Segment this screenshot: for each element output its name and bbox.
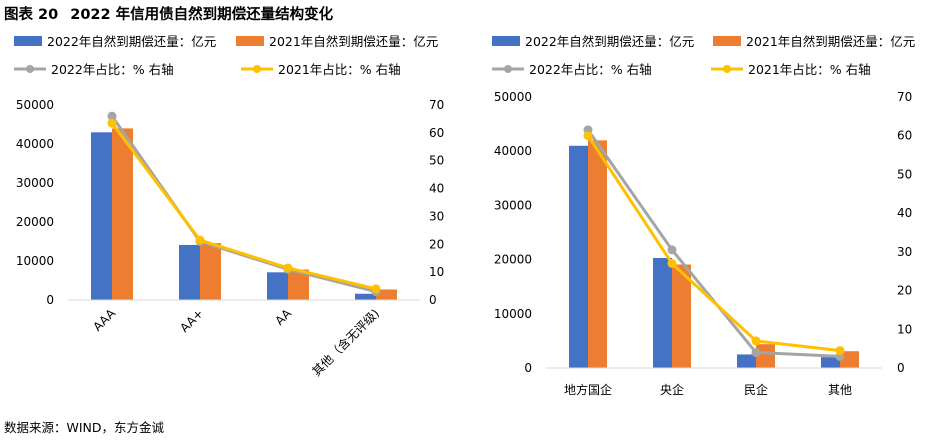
line-2021 — [110, 121, 378, 291]
point-2021 — [195, 235, 205, 245]
x-tick-label: 地方国企 — [564, 382, 612, 397]
x-tick-label: 民企 — [744, 382, 768, 397]
legend-swatch-bar — [14, 36, 42, 46]
legend-label: 2021年占比：% 右轴 — [748, 62, 871, 77]
bar-2022 — [91, 132, 112, 300]
legend-label: 2021年自然到期偿还量：亿元 — [269, 34, 438, 49]
bar-2022 — [821, 357, 840, 368]
point-2021 — [107, 118, 117, 128]
legend-label: 2021年自然到期偿还量：亿元 — [746, 34, 915, 49]
y2-tick-label: 10 — [429, 265, 444, 279]
y2-tick-label: 20 — [897, 284, 912, 298]
y2-tick-label: 60 — [897, 129, 912, 143]
legend-swatch-marker — [504, 65, 512, 73]
bar-2021 — [840, 351, 859, 368]
line-2022 — [110, 114, 378, 294]
point-2021 — [667, 258, 677, 268]
legend-label: 2021年占比：% 右轴 — [278, 62, 401, 77]
point-2021 — [835, 346, 845, 356]
legend-swatch-bar — [236, 36, 264, 46]
y2-tick-label: 0 — [897, 361, 905, 375]
source-note: 数据来源：WIND，东方金诚 — [4, 420, 165, 435]
y2-tick-label: 60 — [429, 126, 444, 140]
line-2022 — [586, 128, 842, 358]
bar-2022 — [355, 293, 376, 300]
point-2022 — [667, 245, 677, 255]
point-2021 — [751, 336, 761, 346]
y-tick-label: 20000 — [494, 253, 532, 267]
line-2021 — [586, 134, 842, 353]
legend-swatch-marker — [253, 65, 261, 73]
y2-tick-label: 10 — [897, 322, 912, 336]
y2-tick-label: 70 — [429, 98, 444, 112]
y-tick-label: 30000 — [16, 176, 54, 190]
bar-2022 — [737, 354, 756, 368]
bar-2021 — [588, 140, 607, 368]
y-tick-label: 10000 — [16, 254, 54, 268]
legend-swatch-marker — [723, 65, 731, 73]
y2-tick-label: 50 — [897, 167, 912, 181]
y-tick-label: 40000 — [494, 144, 532, 158]
y2-tick-label: 30 — [897, 245, 912, 259]
y-tick-label: 10000 — [494, 307, 532, 321]
x-tick-label: 其他 — [828, 383, 852, 397]
point-2021 — [371, 284, 381, 294]
y-tick-label: 20000 — [16, 215, 54, 229]
y-tick-label: 40000 — [16, 137, 54, 151]
legend-label: 2022年自然到期偿还量：亿元 — [525, 34, 694, 49]
x-tick-label: 央企 — [660, 382, 684, 397]
y2-tick-label: 30 — [429, 209, 444, 223]
y2-tick-label: 40 — [429, 182, 444, 196]
bar-2022 — [653, 257, 672, 368]
point-2021 — [583, 131, 593, 141]
x-tick-label: AA+ — [177, 306, 206, 335]
figure-label: 图表 20 — [4, 7, 59, 23]
x-tick-label: AA — [272, 306, 294, 328]
legend-swatch-marker — [26, 65, 34, 73]
bar-2021 — [288, 269, 309, 300]
x-tick-label: AAA — [90, 306, 118, 334]
legend-label: 2022年自然到期偿还量：亿元 — [47, 34, 216, 49]
figure-title-text: 2022 年信用债自然到期偿还量结构变化 — [70, 7, 334, 23]
y2-tick-label: 50 — [429, 154, 444, 168]
figure-title: 图表 20 2022 年信用债自然到期偿还量结构变化 — [4, 3, 333, 24]
bar-2021 — [112, 128, 133, 300]
y-tick-label: 30000 — [494, 198, 532, 212]
bar-2022 — [179, 245, 200, 300]
y2-tick-label: 20 — [429, 237, 444, 251]
bar-2021 — [756, 344, 775, 368]
y2-tick-label: 70 — [897, 90, 912, 104]
x-tick-label: 其他（含无评级) — [309, 306, 382, 379]
bar-2021 — [376, 289, 397, 300]
bar-2022 — [267, 272, 288, 300]
legend-swatch-bar — [713, 36, 741, 46]
y-tick-label: 0 — [524, 361, 532, 375]
legend-label: 2022年占比：% 右轴 — [51, 62, 174, 77]
y-tick-label: 0 — [46, 293, 54, 307]
bar-2022 — [569, 145, 588, 368]
chart-2: 0 10000 20000 30000 40000 50000 0 10 20 30 40 50 60 7… — [492, 34, 915, 397]
legend: 2022年自然到期偿还量：亿元 2021年自然到期偿还量：亿元 2022年占比：% … — [14, 34, 438, 77]
legend-label: 2022年占比：% 右轴 — [529, 62, 652, 77]
legend: 2022年自然到期偿还量：亿元 2021年自然到期偿还量：亿元 2022年占比：% … — [492, 34, 915, 77]
y2-tick-label: 0 — [429, 293, 437, 307]
point-2022 — [751, 348, 761, 358]
chart-1: 0 10000 20000 30000 40000 50000 0 10 20 30 40 50 60 7… — [14, 34, 444, 379]
y-tick-label: 50000 — [16, 98, 54, 112]
y-tick-label: 50000 — [494, 90, 532, 104]
bar-2021 — [672, 264, 691, 368]
legend-swatch-bar — [492, 36, 520, 46]
bar-2021 — [200, 243, 221, 300]
point-2022 — [107, 111, 117, 121]
point-2021 — [283, 263, 293, 273]
y2-tick-label: 40 — [897, 206, 912, 220]
